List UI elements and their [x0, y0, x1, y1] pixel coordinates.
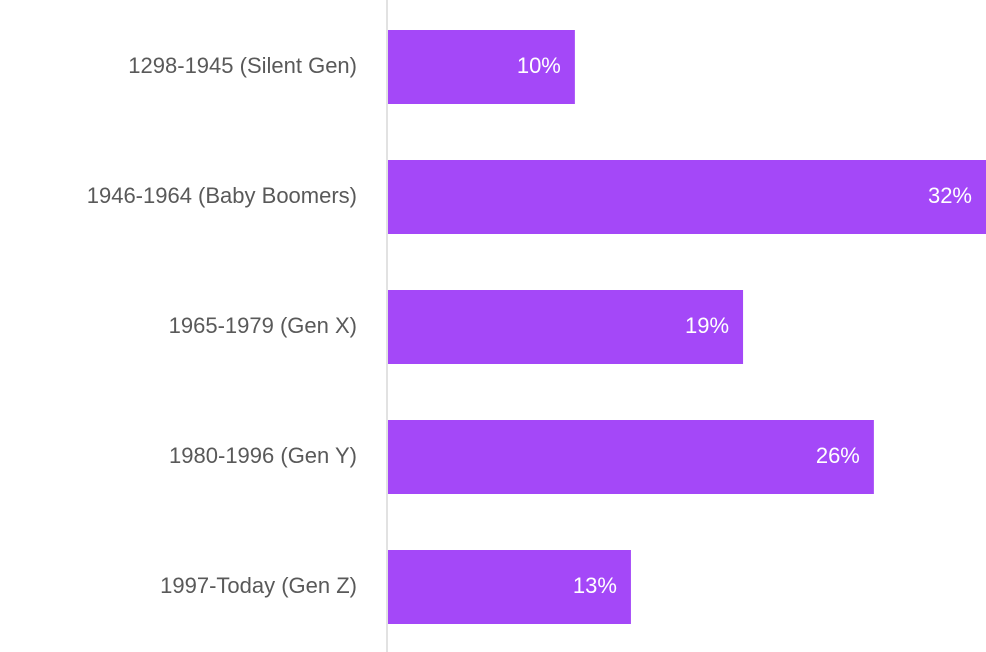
data-label: 10% — [517, 53, 561, 78]
y-tick-label: 1298-1945 (Silent Gen) — [128, 53, 357, 78]
data-label: 26% — [816, 443, 860, 468]
bar — [388, 160, 986, 234]
bar — [388, 420, 874, 494]
y-tick-label: 1997-Today (Gen Z) — [160, 573, 357, 598]
y-tick-label: 1965-1979 (Gen X) — [169, 313, 357, 338]
bar — [388, 550, 631, 624]
data-label: 19% — [685, 313, 729, 338]
y-tick-label: 1980-1996 (Gen Y) — [169, 443, 357, 468]
bar — [388, 290, 744, 364]
y-tick-label: 1946-1964 (Baby Boomers) — [87, 183, 357, 208]
data-label: 13% — [573, 573, 617, 598]
bar — [388, 30, 575, 104]
data-label: 32% — [928, 183, 972, 208]
